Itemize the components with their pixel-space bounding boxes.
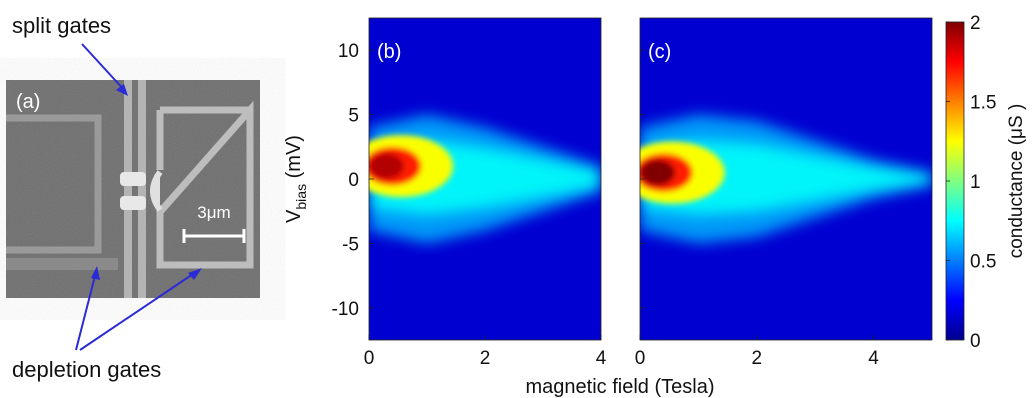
depletion-gate-left — [6, 258, 118, 270]
depletion-arrow-right — [79, 271, 197, 351]
y-axis-title-unit: (mV) — [283, 135, 305, 184]
y-tick-label: -5 — [342, 234, 359, 255]
split-gates-label: split gates — [12, 13, 111, 38]
x-tick-label: 4 — [868, 348, 879, 369]
colorbar-tick-label: 0 — [970, 331, 981, 352]
x-tick-label: 4 — [596, 348, 607, 369]
split-gate-bar-right — [138, 80, 146, 298]
heatmap-field — [369, 114, 601, 244]
right-gate-tip — [150, 170, 163, 212]
y-tick-label: 0 — [348, 170, 359, 191]
x-tick-label: 2 — [752, 348, 763, 369]
x-tick-label: 0 — [635, 348, 646, 369]
split-gate-finger-top — [120, 172, 146, 186]
colorbar-tick-label: 1.5 — [970, 93, 996, 114]
split-gate-bar-left — [124, 80, 132, 298]
x-axis-title: magnetic field (Tesla) — [526, 376, 715, 398]
sem-image-panel: 3μm (a) — [6, 80, 260, 298]
scale-bar-label: 3μm — [197, 203, 230, 222]
colorbar: conductance (μS ) 2 1.5 1 0.5 0 — [945, 13, 1027, 352]
scale-bar: 3μm — [182, 203, 246, 243]
y-axis-title: Vbias (mV) — [283, 135, 309, 223]
left-gate-outline — [6, 114, 102, 254]
peak-core — [640, 159, 676, 186]
heatmap-panel-b: 0 2 4 10 5 0 -5 -10 (b) — [332, 17, 607, 369]
panel-label: (c) — [648, 41, 671, 63]
y-axis-title-main: V — [283, 209, 305, 223]
peak-core — [369, 153, 404, 179]
depletion-arrow-left — [75, 271, 97, 351]
x-tick-label: 2 — [480, 348, 491, 369]
conductance-peak — [369, 135, 454, 198]
conductance-peak — [640, 141, 725, 204]
y-tick-label: -10 — [332, 299, 359, 320]
y-axis-title-text: Vbias (mV) — [283, 135, 309, 223]
depletion-gates-label: depletion gates — [12, 357, 161, 382]
colorbar-label-group: conductance (μS ) — [1006, 104, 1027, 259]
colorbar-label: conductance (μS ) — [1006, 104, 1027, 259]
colorbar-tick-label: 0.5 — [970, 252, 996, 273]
depletion-arrowhead-left — [91, 266, 100, 280]
colorbar-tick-label: 2 — [970, 13, 981, 34]
right-gate-outline — [156, 100, 254, 269]
y-tick-label: 5 — [348, 106, 359, 127]
panel-label: (b) — [377, 41, 401, 63]
depletion-arrowhead-right — [188, 268, 202, 280]
x-tick-label: 0 — [364, 348, 375, 369]
split-gates-arrow — [81, 43, 127, 93]
split-gates-arrowhead — [116, 84, 128, 96]
split-gate-finger-bottom — [120, 196, 146, 210]
panel-a-label: (a) — [16, 91, 40, 113]
heatmap-field — [640, 114, 932, 244]
heatmap-panel-c: 0 2 4 (c) — [635, 17, 933, 369]
y-tick-label: 10 — [338, 41, 359, 62]
colorbar-tick-label: 1 — [970, 172, 981, 193]
y-axis-title-subscript: bias — [293, 184, 309, 210]
